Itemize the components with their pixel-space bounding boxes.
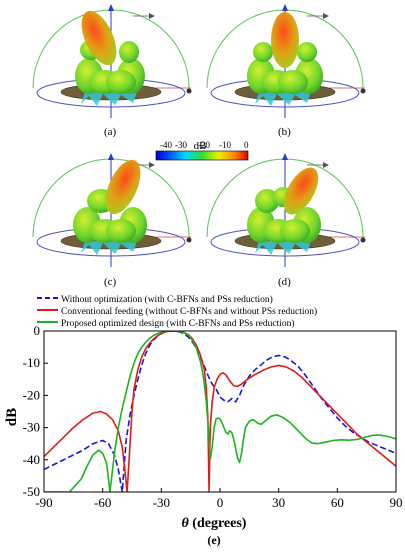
legend-label-without-optimization: Without optimization (with C-BFNs and PS…	[61, 294, 273, 305]
main-beam	[105, 159, 141, 215]
colorbar-unit: dB	[194, 140, 207, 152]
pattern-panel-a	[32, 4, 192, 118]
x-tick-label-3: 0	[217, 495, 224, 510]
main-beam	[271, 12, 299, 68]
series-line-0	[44, 331, 396, 492]
panel-label-e: (e)	[207, 533, 220, 547]
panel-label-a: (a)	[104, 126, 117, 138]
y-axis-label: dB	[4, 408, 20, 426]
pattern-panel-c	[32, 153, 192, 267]
y-tick-label-0: 0	[34, 323, 41, 338]
colorbar-tick-2: -20	[198, 140, 210, 150]
y-tick-label-4: -40	[23, 452, 40, 467]
series-line-1	[44, 331, 396, 492]
series-line-2	[44, 331, 396, 492]
legend-label-conventional-feeding: Conventional feeding (without C-BFNs and…	[61, 306, 317, 317]
y-tick-label-1: -10	[23, 355, 40, 370]
scatter-lobes	[81, 92, 137, 106]
x-tick-label-4: 30	[272, 495, 285, 510]
colorbar-tick-1: -30	[175, 140, 187, 150]
panel-label-b: (b)	[278, 126, 291, 138]
colorbar: dB -40 -30 -20 -10 0	[155, 140, 249, 161]
y-tick-label-3: -30	[23, 420, 40, 435]
x-tick-label-1: -60	[94, 495, 111, 510]
colorbar-tick-0: -40	[160, 140, 172, 150]
legend: Without optimization (with C-BFNs and PS…	[37, 294, 317, 329]
colorbar-gradient	[155, 150, 249, 161]
x-tick-label-5: 60	[331, 495, 344, 510]
x-tick-label-0: -90	[35, 495, 52, 510]
x-tick-label-2: -30	[153, 495, 170, 510]
x-axis-label: θ (degrees)	[182, 516, 247, 531]
x-tick-label-6: 90	[390, 495, 403, 510]
panel-label-d: (d)	[278, 276, 291, 288]
pattern-panel-b	[206, 4, 366, 118]
main-beam	[283, 167, 319, 215]
legend-label-proposed-design: Proposed optimized design (with C-BFNs a…	[61, 318, 295, 329]
y-tick-label-2: -20	[23, 387, 40, 402]
pattern-panel-d	[206, 153, 366, 267]
main-beam	[81, 10, 117, 66]
colorbar-tick-4: 0	[244, 140, 249, 150]
line-chart: -90 -60 -30 0 30 60 90 0 -10 -20 -30 -40 -50	[23, 323, 403, 510]
y-tick-label-5: -50	[23, 484, 40, 499]
colorbar-tick-3: -10	[219, 140, 231, 150]
panel-label-c: (c)	[104, 276, 117, 288]
z-axis-arrow	[108, 4, 114, 11]
